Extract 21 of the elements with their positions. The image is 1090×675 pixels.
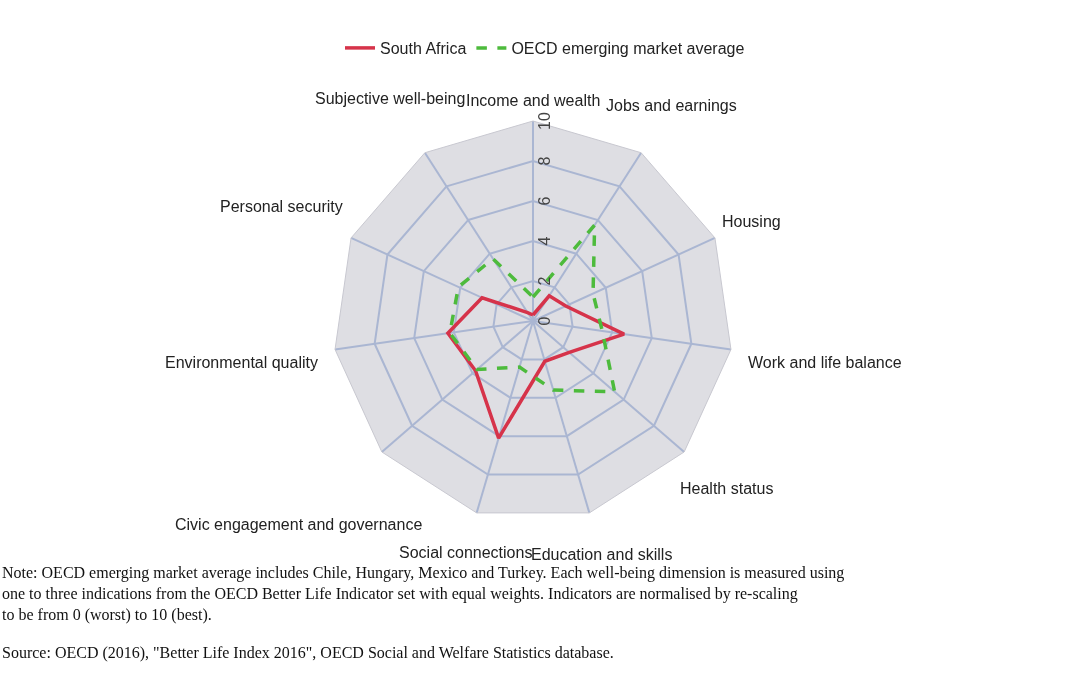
spoke-label: Jobs and earnings xyxy=(606,97,737,114)
legend-label: South Africa xyxy=(380,40,467,58)
spoke-label: Housing xyxy=(722,213,781,230)
legend-label: OECD emerging market average xyxy=(511,40,745,58)
y-tick-label: 6 xyxy=(535,196,553,206)
y-tick-label: 2 xyxy=(535,276,553,286)
spoke-label: Social connections xyxy=(399,544,533,561)
text: Note: OECD emerging market average includes Chile, Hungary, Mexico and Turkey. Each well-being dimension is measured using one to three indications from the OECD Better Life Indicator set with equal weights. Indicators are normalised by re-scaling to be from 0 (worst) to 10 (best). xyxy=(2,564,845,624)
y-tick-label: 10 xyxy=(535,112,553,130)
y-tick-label: 0 xyxy=(535,316,553,326)
y-tick-label: 4 xyxy=(535,236,553,246)
source-note: Source: OECD (2016), "Better Life Index 2016", OECD Social and Welfare Statistics database. xyxy=(2,644,614,662)
spoke-label: Health status xyxy=(680,480,774,497)
spoke-label: Income and wealth xyxy=(466,92,601,109)
spoke-label: Civic engagement and governance xyxy=(175,516,423,533)
spoke-label: Environmental quality xyxy=(165,354,318,371)
spoke-label: Subjective well-being xyxy=(315,90,466,107)
spoke-label: Education and skills xyxy=(531,546,673,563)
spoke-label: Work and life balance xyxy=(748,354,902,371)
spoke-label: Personal security xyxy=(220,198,343,215)
y-tick-label: 8 xyxy=(535,156,553,166)
